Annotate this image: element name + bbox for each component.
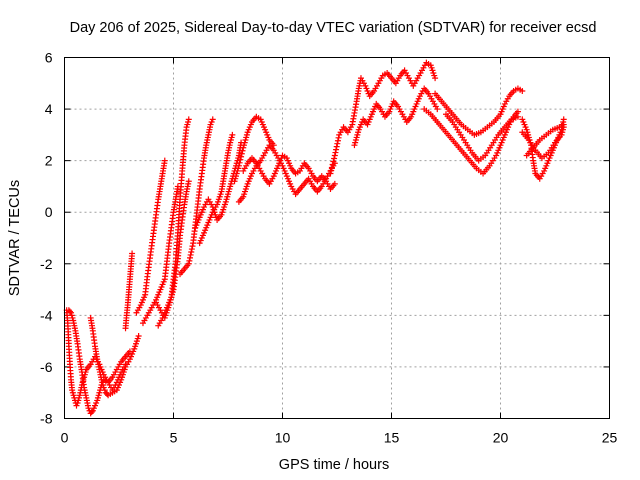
data-point: [514, 108, 521, 115]
series-early-dip-3: [87, 314, 142, 399]
data-point: [327, 170, 334, 177]
data-point: [135, 332, 142, 339]
data-point: [161, 157, 168, 164]
series-mid-hump: [231, 113, 277, 185]
x-tick-label: 20: [493, 430, 509, 446]
series-plateau-2: [351, 85, 441, 149]
data-point: [332, 149, 339, 156]
data-point: [331, 180, 338, 187]
data-point: [329, 161, 336, 168]
data-point: [238, 153, 245, 160]
y-tick-label: -4: [40, 307, 53, 323]
series-steep-5: [155, 116, 192, 329]
data-point: [239, 147, 246, 154]
data-point: [330, 158, 337, 165]
y-tick-label: 2: [45, 153, 53, 169]
data-point: [185, 260, 192, 267]
data-point: [560, 116, 567, 123]
series-mid-wave-2: [240, 152, 338, 193]
data-point: [334, 137, 341, 144]
data-point: [331, 155, 338, 162]
data-point: [66, 308, 73, 315]
x-tick-label: 15: [384, 430, 400, 446]
data-point: [333, 143, 340, 150]
x-axis-label: GPS time / hours: [279, 457, 389, 473]
data-point: [189, 243, 196, 250]
data-point: [519, 88, 526, 95]
data-point: [129, 250, 136, 257]
data-point: [188, 246, 195, 253]
data-point: [236, 159, 243, 166]
series-steep-2: [133, 157, 168, 316]
y-tick-label: -6: [40, 359, 53, 375]
y-tick-label: -8: [40, 411, 53, 427]
series-steep-6: [177, 116, 216, 278]
series-late-decline-2: [432, 85, 526, 138]
y-tick-label: -2: [40, 256, 53, 272]
data-point: [188, 248, 195, 255]
y-tick-label: 6: [45, 50, 53, 66]
data-point: [88, 409, 95, 416]
data-point: [238, 150, 245, 157]
data-point: [209, 116, 216, 123]
series-early-dip-2: [65, 307, 133, 417]
data-point: [334, 140, 341, 147]
data-point: [185, 116, 192, 123]
series-steep-7: [196, 131, 236, 247]
data-point: [432, 75, 439, 82]
x-tick-label: 0: [61, 430, 69, 446]
data-point: [331, 152, 338, 159]
chart-title: Day 206 of 2025, Sidereal Day-to-day VTE…: [70, 20, 597, 36]
series-tail-3: [523, 121, 567, 159]
data-point: [185, 178, 192, 185]
data-point: [229, 131, 236, 138]
axis-ticks: 0 5 10 15 20 25 -8 -6 -4 -2 0 2 4 6: [40, 50, 617, 446]
y-axis-label: SDTVAR / TECUs: [7, 180, 23, 296]
y-tick-label: 4: [45, 101, 53, 117]
data-point: [328, 167, 335, 174]
data-point: [187, 251, 194, 258]
data-point: [186, 257, 193, 264]
series-steep-1: [122, 250, 136, 332]
y-tick-label: 0: [45, 204, 53, 220]
data-point: [560, 121, 567, 128]
x-tick-label: 5: [170, 430, 178, 446]
x-tick-label: 10: [275, 430, 291, 446]
plot-frame: [64, 57, 610, 419]
series-late-decline-3: [443, 111, 521, 164]
data-series: [63, 59, 567, 417]
data-point: [237, 156, 244, 163]
data-point: [328, 164, 335, 171]
data-point: [434, 106, 441, 113]
data-point: [335, 134, 342, 141]
x-tick-label: 25: [602, 430, 618, 446]
data-point: [514, 113, 521, 120]
data-point: [235, 162, 242, 169]
data-point: [333, 146, 340, 153]
series-rise-to-plateau: [327, 59, 439, 177]
data-point: [187, 254, 194, 261]
